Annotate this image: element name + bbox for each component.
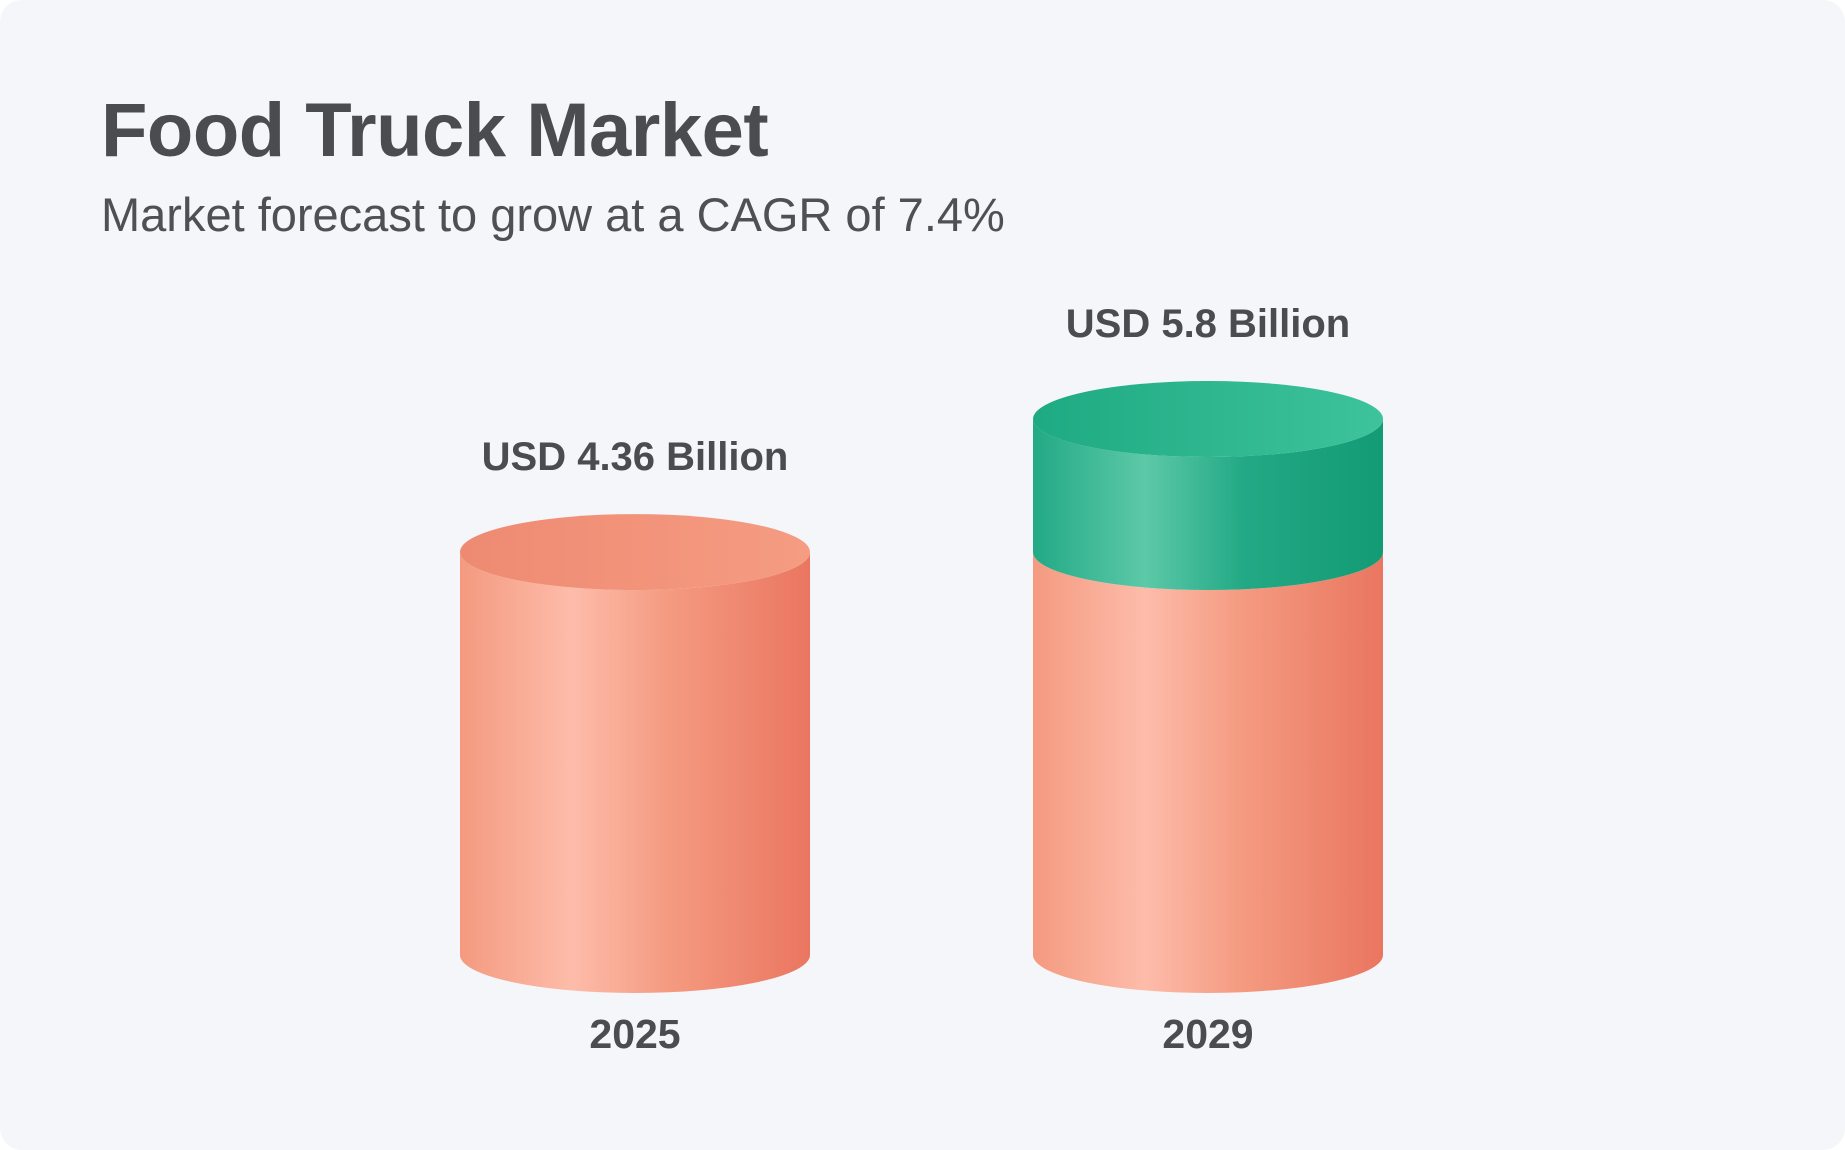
category-label-2029: 2029 [1162, 1011, 1253, 1057]
bar-2029-base-segment [1033, 552, 1383, 993]
bar-2025-top-cap [460, 514, 810, 591]
bar-2029-growth-segment [1033, 419, 1383, 591]
bar-2025-base-segment [460, 552, 810, 993]
chart-title: Food Truck Market [101, 88, 769, 173]
chart-subtitle: Market forecast to grow at a CAGR of 7.4… [101, 188, 1005, 241]
value-label-2025: USD 4.36 Billion [482, 435, 789, 479]
value-label-2029: USD 5.8 Billion [1066, 302, 1351, 346]
bar-2029-top-cap [1033, 381, 1383, 457]
category-label-2025: 2025 [589, 1011, 680, 1057]
